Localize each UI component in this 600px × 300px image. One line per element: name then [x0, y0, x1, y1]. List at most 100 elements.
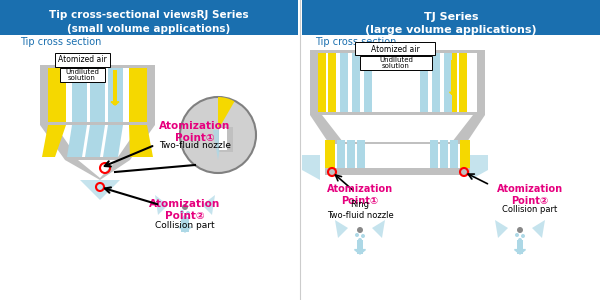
Bar [440, 140, 448, 168]
Text: Undiluted
solution: Undiluted solution [379, 56, 413, 70]
Polygon shape [445, 92, 452, 95]
Bar [446, 60, 450, 95]
Circle shape [521, 234, 525, 238]
Polygon shape [372, 220, 385, 238]
Bar [325, 140, 335, 168]
Polygon shape [80, 180, 120, 200]
Polygon shape [111, 102, 119, 105]
Circle shape [518, 238, 522, 242]
Bar [113, 70, 118, 105]
Bar [347, 140, 355, 168]
Bar [218, 127, 233, 152]
Bar [95, 70, 100, 105]
Text: Atomization
Point②: Atomization Point② [497, 184, 563, 206]
Polygon shape [302, 155, 320, 180]
Text: Atomization
Point①: Atomization Point① [327, 184, 393, 206]
Bar [108, 68, 123, 122]
Bar [364, 53, 372, 112]
Polygon shape [310, 115, 485, 145]
Bar [48, 68, 147, 122]
Polygon shape [341, 92, 347, 95]
Polygon shape [55, 125, 140, 157]
Bar [219, 128, 227, 150]
Bar [451, 60, 455, 95]
Bar [459, 53, 467, 112]
Polygon shape [93, 102, 101, 105]
Text: Atomization
Point②: Atomization Point② [149, 199, 221, 221]
Bar [517, 240, 523, 254]
Polygon shape [355, 250, 365, 254]
Polygon shape [335, 220, 348, 238]
Bar [328, 53, 336, 112]
Circle shape [361, 234, 365, 238]
Bar [318, 53, 326, 112]
Bar [450, 140, 458, 168]
Bar [434, 60, 438, 95]
Bar [366, 60, 370, 95]
Text: (large volume applications): (large volume applications) [365, 25, 537, 35]
Text: Ring
Two-fluid nozzle: Ring Two-fluid nozzle [326, 200, 394, 220]
Text: Collision part: Collision part [155, 220, 215, 230]
Polygon shape [319, 92, 325, 95]
Bar [420, 53, 428, 112]
Text: Atomized air: Atomized air [371, 44, 419, 53]
Bar [40, 65, 155, 125]
Polygon shape [353, 92, 359, 95]
Bar [330, 60, 334, 95]
Circle shape [180, 97, 256, 173]
Bar [55, 53, 110, 67]
Bar [430, 140, 438, 168]
Bar [449, 53, 457, 112]
Bar [325, 168, 470, 175]
Text: Two-fluid nozzle: Two-fluid nozzle [159, 140, 231, 149]
Polygon shape [155, 195, 168, 215]
Text: Tip cross section: Tip cross section [315, 37, 397, 47]
Polygon shape [65, 160, 130, 180]
Bar [90, 68, 105, 122]
Bar [360, 56, 432, 70]
Bar [310, 50, 485, 115]
Circle shape [358, 238, 362, 242]
Bar [352, 53, 360, 112]
Polygon shape [52, 102, 60, 105]
Bar [77, 70, 82, 105]
Bar [461, 60, 465, 95]
Text: TJ Series: TJ Series [424, 12, 478, 22]
Wedge shape [218, 97, 235, 130]
Bar [355, 42, 435, 55]
Polygon shape [129, 125, 153, 157]
Bar [53, 70, 58, 105]
Text: Atomized air: Atomized air [58, 56, 106, 64]
Polygon shape [202, 195, 215, 215]
Bar [357, 140, 365, 168]
Bar [356, 240, 364, 254]
Circle shape [186, 211, 190, 215]
Bar [335, 144, 460, 168]
Bar [181, 217, 188, 232]
Bar [325, 142, 470, 170]
Polygon shape [322, 115, 473, 142]
Polygon shape [85, 125, 105, 157]
Bar [129, 68, 147, 122]
Polygon shape [460, 92, 467, 95]
Circle shape [515, 233, 519, 237]
Polygon shape [78, 160, 117, 178]
Polygon shape [179, 227, 191, 232]
Bar [460, 140, 470, 168]
Polygon shape [495, 220, 508, 238]
Polygon shape [213, 130, 223, 160]
Bar [342, 60, 346, 95]
Polygon shape [75, 102, 83, 105]
Polygon shape [515, 250, 526, 254]
Bar [422, 60, 426, 95]
Polygon shape [329, 92, 335, 95]
Polygon shape [42, 125, 66, 157]
Bar [432, 53, 440, 112]
Circle shape [183, 215, 187, 219]
Bar [444, 53, 452, 112]
Bar [354, 60, 358, 95]
Text: Tip cross section: Tip cross section [20, 37, 101, 47]
Text: Collision part: Collision part [502, 206, 557, 214]
Polygon shape [433, 92, 439, 95]
Polygon shape [449, 92, 457, 95]
